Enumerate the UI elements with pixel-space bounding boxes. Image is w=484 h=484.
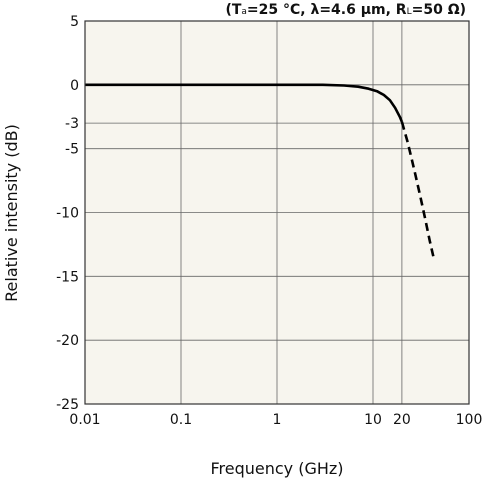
series: [85, 83, 436, 259]
conditions-prefix: (T: [225, 2, 241, 18]
x-tick-label: 20: [393, 412, 411, 428]
y-tick-label: -20: [56, 333, 79, 349]
x-tick-label: 1: [273, 412, 282, 428]
y-tick-label: -25: [56, 397, 79, 413]
x-axis-label: Frequency (GHz): [210, 459, 343, 478]
y-axis-label: Relative intensity (dB): [2, 124, 21, 302]
y-tick-label: 5: [70, 14, 79, 30]
response-curve-extrapolated: [400, 121, 436, 259]
x-tick-label: 0.01: [69, 412, 100, 428]
ticks: 0.01 0.1 1 10 20 100 5 0 -3 -5 -10 -15 -20 -25: [56, 14, 482, 428]
plot-frame: [84, 20, 470, 405]
x-tick-label: 10: [364, 412, 382, 428]
y-tick-label: -3: [65, 116, 79, 132]
x-tick-label: 0.1: [170, 412, 192, 428]
conditions-middle: =25 °C, λ=4.6 µm, R: [247, 2, 407, 18]
y-tick-label: -5: [65, 142, 79, 158]
conditions-annotation: (Ta=25 °C, λ=4.6 µm, RL=50 Ω): [225, 2, 466, 18]
grid: [85, 21, 469, 404]
y-tick-label: -10: [56, 206, 79, 222]
conditions-suffix: =50 Ω): [412, 2, 466, 18]
conditions-subscript-l: L: [407, 7, 412, 17]
conditions-subscript-a: a: [241, 7, 247, 17]
x-tick-label: 100: [456, 412, 483, 428]
y-tick-label: -15: [56, 269, 79, 285]
y-tick-label: 0: [70, 78, 79, 94]
response-curve-measured: [85, 83, 404, 123]
